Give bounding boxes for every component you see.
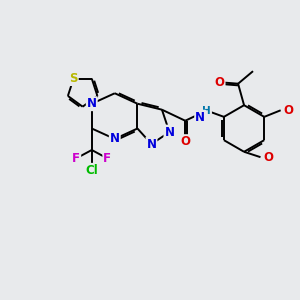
Text: N: N xyxy=(164,126,174,139)
Text: F: F xyxy=(72,152,80,165)
Text: N: N xyxy=(87,97,97,110)
Text: O: O xyxy=(180,135,190,148)
Text: N: N xyxy=(195,111,205,124)
Text: Cl: Cl xyxy=(85,164,98,177)
Text: O: O xyxy=(284,104,294,117)
Text: H: H xyxy=(202,106,211,116)
Text: F: F xyxy=(103,152,111,165)
Text: S: S xyxy=(69,72,78,85)
Text: N: N xyxy=(146,137,157,151)
Text: O: O xyxy=(214,76,225,89)
Text: O: O xyxy=(263,151,274,164)
Text: N: N xyxy=(110,133,120,146)
